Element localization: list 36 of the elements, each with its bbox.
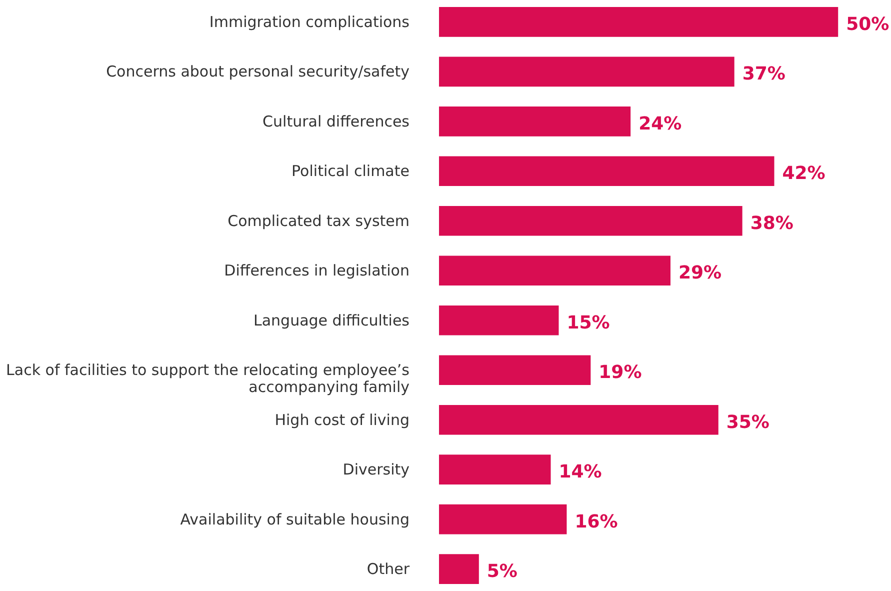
bar bbox=[439, 404, 718, 435]
y-tick-label: Differences in legislation bbox=[224, 262, 410, 280]
bar bbox=[439, 6, 838, 37]
data-label: 38% bbox=[750, 212, 794, 234]
data-label: 29% bbox=[678, 262, 722, 284]
y-tick-label: Immigration complications bbox=[209, 12, 410, 31]
data-label: 37% bbox=[742, 64, 786, 85]
y-tick-label: Availability of suitable housing bbox=[180, 510, 410, 528]
y-tick-label: Concerns about personal security/safety bbox=[106, 62, 410, 81]
y-tick-label: Diversity bbox=[342, 460, 410, 479]
data-label: 50% bbox=[846, 14, 890, 35]
data-label: 5% bbox=[486, 561, 518, 582]
bar bbox=[439, 56, 734, 87]
data-label: 24% bbox=[638, 113, 682, 134]
y-tick-label: Other bbox=[366, 560, 410, 578]
y-tick-label: Political climate bbox=[292, 162, 410, 180]
y-tick-label: Lack of facilities to support the relocating employee’s accompanying family bbox=[6, 361, 410, 396]
data-label: 42% bbox=[782, 163, 826, 184]
data-label: 14% bbox=[558, 462, 602, 483]
y-tick-label: Cultural differences bbox=[262, 112, 410, 130]
bar bbox=[439, 355, 591, 386]
y-tick-label: High cost of living bbox=[274, 410, 410, 429]
y-tick-label: Complicated tax system bbox=[228, 212, 410, 230]
bar bbox=[439, 156, 774, 186]
data-label: 16% bbox=[574, 511, 618, 532]
bar bbox=[439, 206, 742, 236]
bar bbox=[439, 106, 631, 136]
bar bbox=[439, 504, 567, 534]
bar bbox=[439, 554, 479, 584]
bar bbox=[439, 305, 559, 336]
bar bbox=[439, 454, 551, 485]
data-label: 19% bbox=[598, 362, 642, 384]
data-label: 35% bbox=[726, 412, 770, 433]
y-tick-label: Language difficulties bbox=[254, 311, 410, 330]
data-label: 15% bbox=[566, 312, 610, 334]
bar bbox=[439, 256, 670, 286]
